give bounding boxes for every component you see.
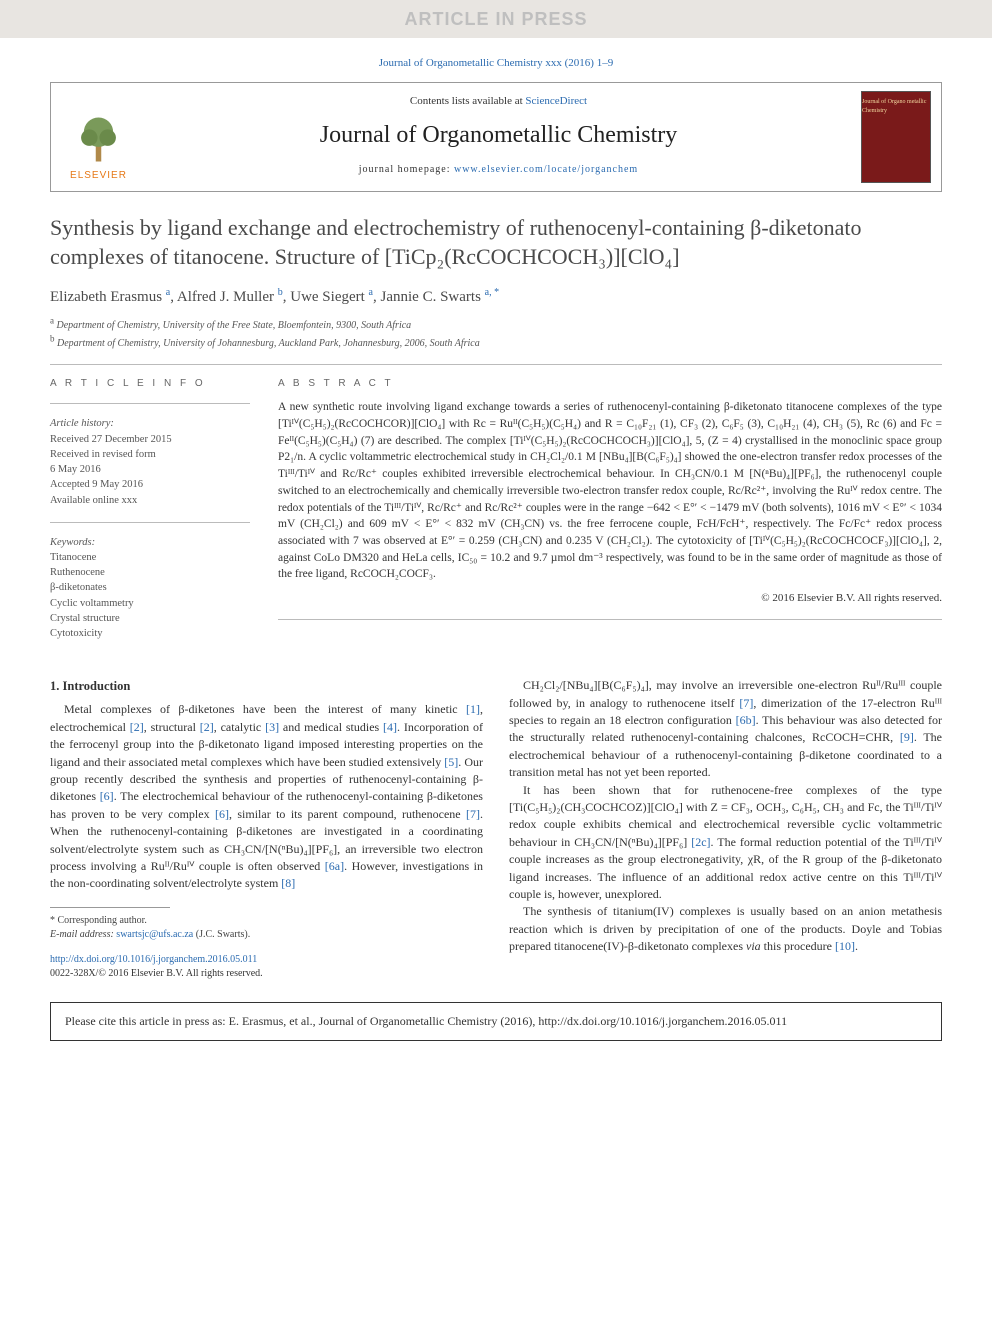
intro-para-4: The synthesis of titanium(IV) complexes … [509, 903, 942, 955]
keyword: Crystal structure [50, 611, 250, 626]
article-info-heading: A R T I C L E I N F O [50, 377, 250, 392]
body-two-column: 1. Introduction Metal complexes of β-dik… [50, 677, 942, 981]
doi-link[interactable]: http://dx.doi.org/10.1016/j.jorganchem.2… [50, 953, 483, 968]
keyword: Titanocene [50, 550, 250, 565]
history-line: 6 May 2016 [50, 462, 250, 477]
email-line: E-mail address: swartsjc@ufs.ac.za (J.C.… [50, 928, 483, 943]
journal-homepage-url[interactable]: www.elsevier.com/locate/jorganchem [454, 164, 638, 175]
history-line: Accepted 9 May 2016 [50, 477, 250, 492]
contents-prefix: Contents lists available at [410, 95, 525, 107]
abstract-copyright: © 2016 Elsevier B.V. All rights reserved… [278, 591, 942, 607]
article-info-column: A R T I C L E I N F O Article history: R… [50, 377, 250, 655]
corresponding-email-link[interactable]: swartsjc@ufs.ac.za [116, 929, 193, 940]
footnote-separator [50, 907, 170, 908]
abstract-heading: A B S T R A C T [278, 377, 942, 392]
email-attribution: (J.C. Swarts). [196, 929, 250, 940]
keyword: Ruthenocene [50, 565, 250, 580]
doi-block: http://dx.doi.org/10.1016/j.jorganchem.2… [50, 953, 483, 982]
journal-name: Journal of Organometallic Chemistry [154, 118, 843, 153]
issn-copyright-line: 0022-328X/© 2016 Elsevier B.V. All right… [50, 967, 483, 982]
section-heading-intro: 1. Introduction [50, 677, 483, 695]
cover-cell: Journal of Organo metallic Chemistry [851, 83, 941, 191]
please-cite-box: Please cite this article in press as: E.… [50, 1002, 942, 1041]
history-label: Article history: [50, 416, 250, 431]
footnote-block: * Corresponding author. E-mail address: … [50, 914, 483, 943]
article-title: Synthesis by ligand exchange and electro… [50, 214, 942, 271]
affiliation-a: a Department of Chemistry, University of… [50, 319, 942, 334]
intro-para-1: Metal complexes of β-diketones have been… [50, 701, 483, 892]
keywords-label: Keywords: [50, 535, 250, 550]
journal-homepage-line: journal homepage: www.elsevier.com/locat… [154, 163, 843, 178]
header-center: Contents lists available at ScienceDirec… [146, 83, 851, 191]
keyword: β-diketonates [50, 580, 250, 595]
abstract-text: A new synthetic route involving ligand e… [278, 399, 942, 582]
journal-header-box: ELSEVIER Contents lists available at Sci… [50, 82, 942, 192]
journal-cover-thumb: Journal of Organo metallic Chemistry [861, 91, 931, 183]
cover-text: Journal of Organo metallic Chemistry [862, 98, 930, 115]
keyword: Cytotoxicity [50, 626, 250, 641]
divider-rule [50, 364, 942, 365]
homepage-label: journal homepage: [359, 164, 454, 175]
abstract-bottom-rule [278, 619, 942, 620]
publisher-cell: ELSEVIER [51, 83, 146, 191]
info-abstract-row: A R T I C L E I N F O Article history: R… [50, 377, 942, 655]
email-label: E-mail address: [50, 929, 114, 940]
publisher-name: ELSEVIER [70, 169, 127, 184]
article-history-block: Article history: Received 27 December 20… [50, 416, 250, 507]
top-citation[interactable]: Journal of Organometallic Chemistry xxx … [50, 56, 942, 72]
intro-para-3: It has been shown that for ruthenocene-f… [509, 782, 942, 904]
intro-para-2: CH₂Cl₂/[NBu₄][B(C₆F₅)₄], may involve an … [509, 677, 942, 781]
info-rule-2 [50, 522, 250, 523]
sciencedirect-link[interactable]: ScienceDirect [525, 95, 587, 107]
author-list: Elizabeth Erasmus a, Alfred J. Muller b,… [50, 287, 942, 309]
page-content: Journal of Organometallic Chemistry xxx … [0, 56, 992, 1061]
history-line: Received 27 December 2015 [50, 432, 250, 447]
abstract-column: A B S T R A C T A new synthetic route in… [278, 377, 942, 655]
affiliation-b: b Department of Chemistry, University of… [50, 337, 942, 352]
history-line: Received in revised form [50, 447, 250, 462]
contents-line: Contents lists available at ScienceDirec… [154, 94, 843, 110]
keywords-block: Keywords: Titanocene Ruthenocene β-diket… [50, 535, 250, 642]
info-rule-1 [50, 403, 250, 404]
history-line: Available online xxx [50, 493, 250, 508]
in-press-banner: ARTICLE IN PRESS [0, 0, 992, 38]
corresponding-author-note: * Corresponding author. [50, 914, 483, 929]
elsevier-tree-icon [71, 112, 126, 167]
keyword: Cyclic voltammetry [50, 596, 250, 611]
